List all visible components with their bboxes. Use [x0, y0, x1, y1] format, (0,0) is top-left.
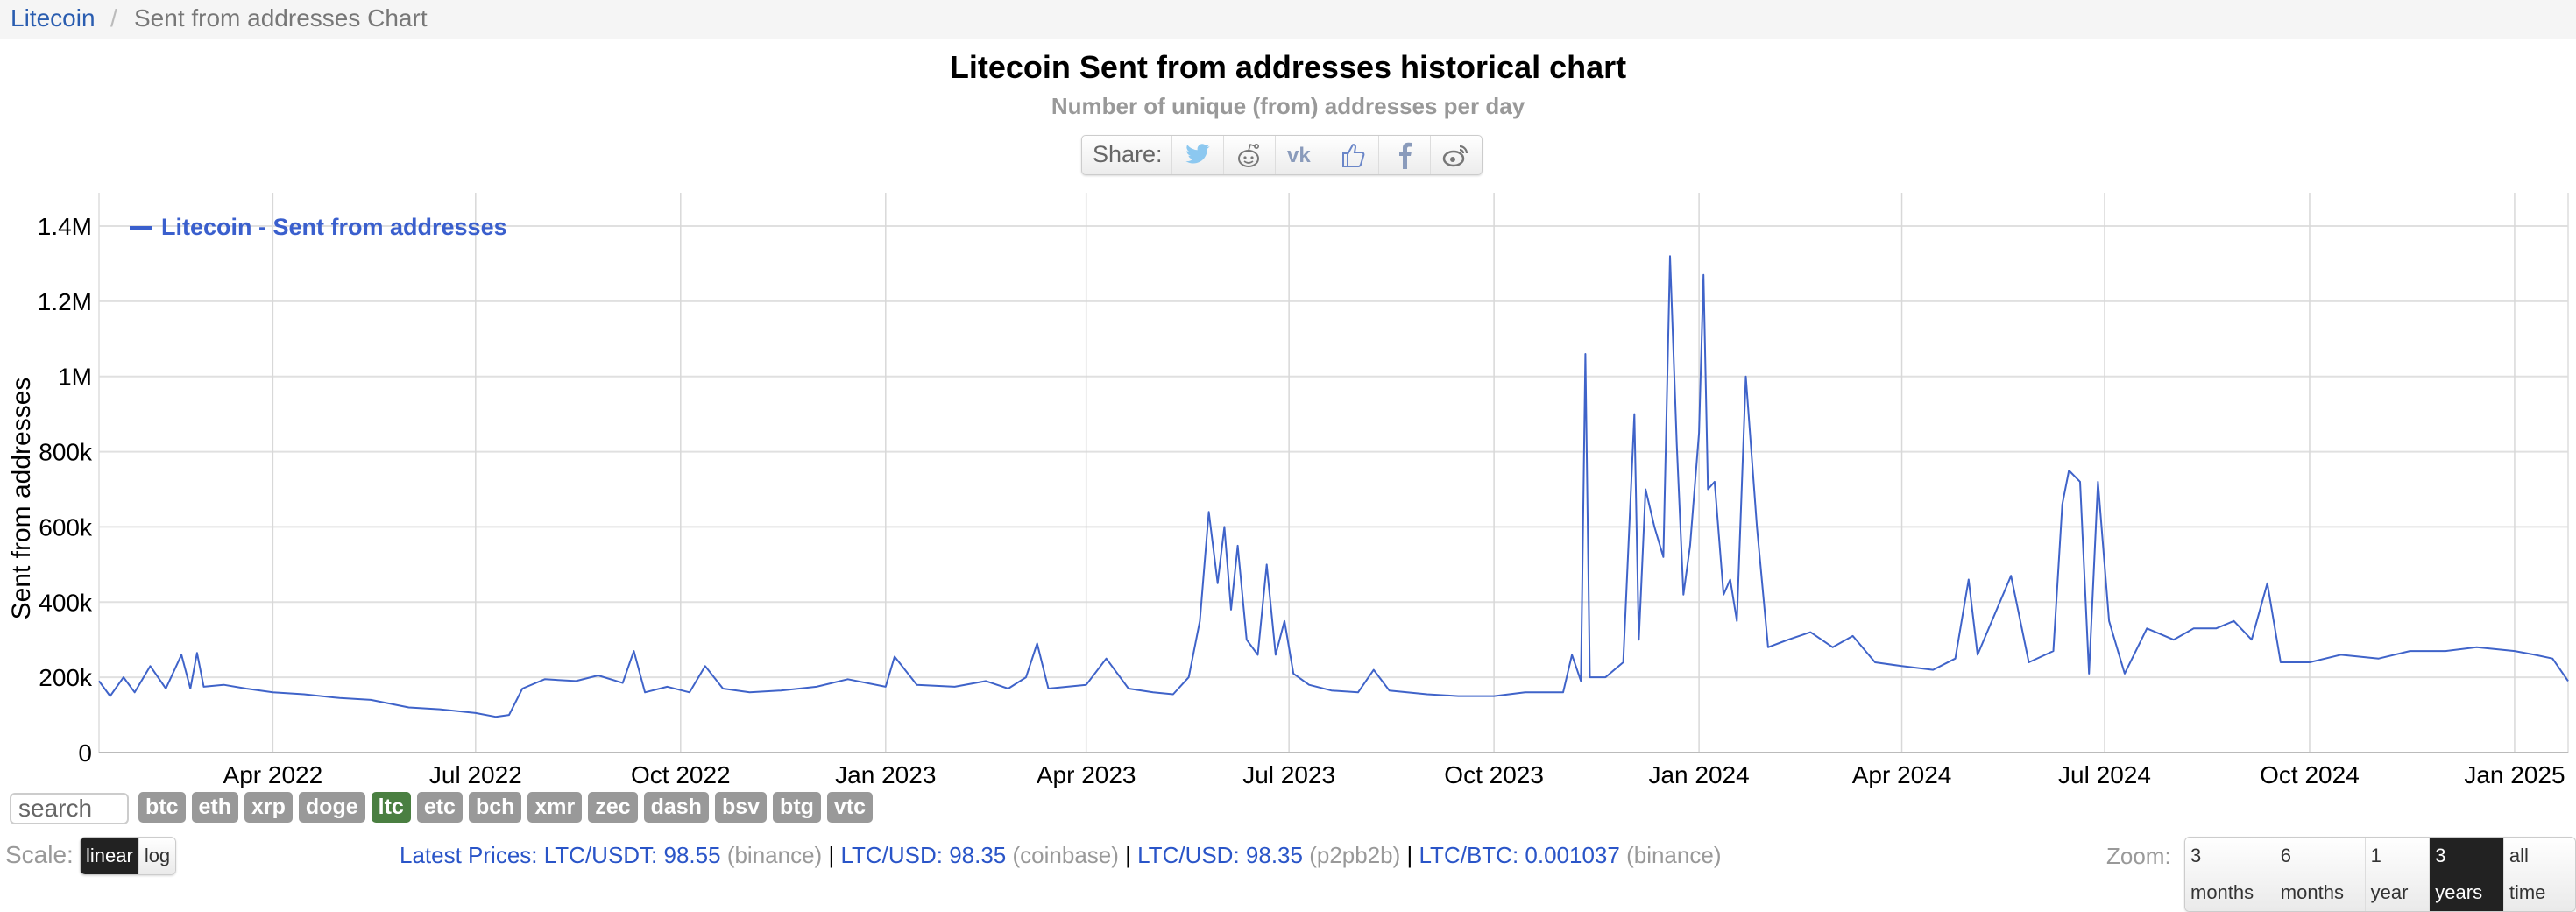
- x-tick-label: Oct 2024: [2260, 761, 2360, 788]
- coin-btg[interactable]: btg: [773, 792, 821, 823]
- coin-bch[interactable]: bch: [468, 792, 522, 823]
- coin-eth[interactable]: eth: [191, 792, 238, 823]
- scale-log-button[interactable]: log: [138, 838, 176, 874]
- svg-text:vk: vk: [1287, 145, 1311, 165]
- coin-zec[interactable]: zec: [588, 792, 638, 823]
- coin-vtc[interactable]: vtc: [826, 792, 874, 823]
- scale-toggle: linear log: [80, 837, 177, 875]
- breadcrumb-separator: /: [110, 4, 117, 32]
- breadcrumb-litecoin-link[interactable]: Litecoin: [11, 4, 96, 32]
- x-tick-label: Jan 2024: [1648, 761, 1749, 788]
- y-tick-label: 1.4M: [38, 213, 92, 240]
- price-separator: |: [1125, 842, 1131, 868]
- x-tick-label: Apr 2024: [1852, 761, 1952, 788]
- scale-label: Scale:: [5, 841, 74, 868]
- legend-item[interactable]: Litecoin - Sent from addresses: [130, 214, 507, 241]
- price-pair[interactable]: LTC/USDT: 98.55: [543, 842, 721, 868]
- page-title: Litecoin Sent from addresses historical …: [949, 49, 1627, 85]
- y-axis-title: Sent from addresses: [7, 377, 36, 620]
- coin-xmr[interactable]: xmr: [527, 792, 583, 823]
- breadcrumb-current: Sent from addresses Chart: [134, 4, 428, 32]
- price-source: (p2pb2b): [1309, 842, 1401, 868]
- coin-list: btc eth xrp doge ltc etc bch xmr zec das…: [138, 792, 874, 823]
- price-pair[interactable]: LTC/USD: 98.35: [1137, 842, 1303, 868]
- coin-bsv[interactable]: bsv: [714, 792, 768, 823]
- coin-etc[interactable]: etc: [416, 792, 463, 823]
- facebook-icon[interactable]: [1379, 136, 1431, 174]
- x-tick-label: Jul 2024: [2058, 761, 2151, 788]
- coin-doge[interactable]: doge: [298, 792, 365, 823]
- price-pair[interactable]: LTC/BTC: 0.001037: [1419, 842, 1620, 868]
- coin-ltc[interactable]: ltc: [371, 792, 411, 823]
- y-tick-label: 400k: [39, 589, 93, 616]
- series-line: [98, 255, 2569, 718]
- zoom-3-years-button[interactable]: 3 years: [2430, 838, 2504, 911]
- price-separator: |: [1406, 842, 1413, 868]
- x-tick-label: Apr 2022: [223, 761, 323, 788]
- chart: 0 200k 400k 600k 800k 1M 1.2M 1.4M Apr 2022 Jul …: [38, 193, 2569, 788]
- weibo-icon[interactable]: [1431, 136, 1482, 174]
- y-tick-label: 200k: [39, 664, 93, 691]
- x-tick-label: Jan 2025: [2464, 761, 2565, 788]
- zoom-3-months-button[interactable]: 3 months: [2185, 838, 2275, 911]
- y-axis-ticks: 0 200k 400k 600k 800k 1M 1.2M 1.4M: [38, 213, 93, 767]
- x-tick-label: Oct 2023: [1444, 761, 1544, 788]
- price-source: (coinbase): [1012, 842, 1119, 868]
- price-source: (binance): [1626, 842, 1722, 868]
- twitter-icon[interactable]: [1172, 136, 1224, 174]
- x-axis-ticks: Apr 2022 Jul 2022 Oct 2022 Jan 2023 Apr 2023…: [223, 761, 2565, 788]
- x-tick-label: Oct 2022: [631, 761, 731, 788]
- reddit-icon[interactable]: [1224, 136, 1276, 174]
- x-tick-label: Jan 2023: [835, 761, 936, 788]
- coin-dash[interactable]: dash: [643, 792, 709, 823]
- breadcrumb: Litecoin / Sent from addresses Chart: [0, 0, 2576, 39]
- x-tick-label: Jul 2023: [1242, 761, 1335, 788]
- like-icon[interactable]: [1327, 136, 1379, 174]
- x-tick-label: Jul 2022: [429, 761, 522, 788]
- y-tick-label: 1.2M: [38, 288, 92, 315]
- latest-prices: Latest Prices: LTC/USDT: 98.55 (binance)…: [400, 842, 1721, 869]
- zoom-range-selector: 3 months 6 months 1 year 3 years all tim…: [2184, 837, 2576, 912]
- y-tick-label: 0: [78, 739, 92, 767]
- zoom-1-year-button[interactable]: 1 year: [2365, 838, 2431, 911]
- y-tick-label: 800k: [39, 439, 93, 466]
- zoom-label: Zoom:: [2106, 843, 2171, 869]
- scale-linear-button[interactable]: linear: [81, 838, 139, 874]
- zoom-6-months-button[interactable]: 6 months: [2275, 838, 2366, 911]
- price-separator: |: [828, 842, 835, 868]
- legend-swatch: [130, 225, 152, 230]
- y-tick-label: 1M: [58, 364, 92, 391]
- search-input[interactable]: [10, 793, 129, 824]
- prices-label: Latest Prices:: [400, 842, 538, 868]
- coin-btc[interactable]: btc: [138, 792, 186, 823]
- zoom-all-time-button[interactable]: all time: [2503, 838, 2575, 911]
- legend-label: Litecoin - Sent from addresses: [161, 214, 507, 240]
- share-bar: Share: vk: [1081, 135, 1483, 175]
- x-tick-label: Apr 2023: [1037, 761, 1136, 788]
- y-tick-label: 600k: [39, 513, 93, 541]
- page-subtitle: Number of unique (from) addresses per da…: [1051, 93, 1525, 119]
- coin-xrp[interactable]: xrp: [244, 792, 293, 823]
- grid: [98, 193, 2569, 753]
- share-label: Share:: [1082, 136, 1172, 174]
- price-source: (binance): [726, 842, 823, 868]
- vk-icon[interactable]: vk: [1276, 136, 1327, 174]
- price-pair[interactable]: LTC/USD: 98.35: [840, 842, 1007, 868]
